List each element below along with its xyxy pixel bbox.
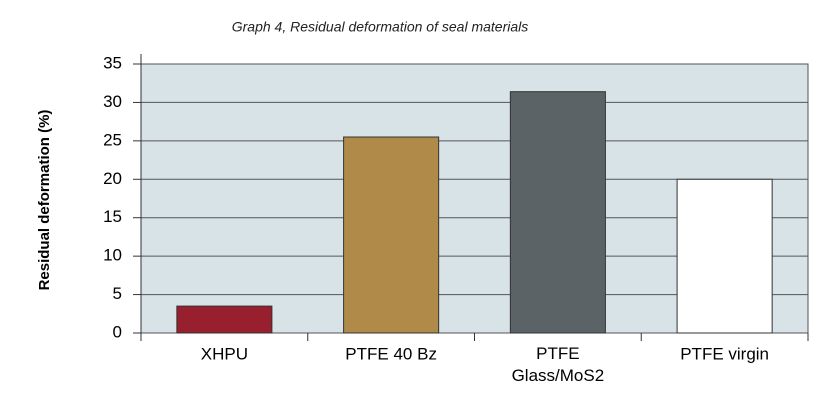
- bar: [509, 91, 606, 334]
- y-tick-label: 30: [103, 92, 122, 111]
- y-tick-label: 20: [103, 169, 122, 188]
- y-tick-label: 10: [103, 246, 122, 265]
- x-tick-label: PTFE 40 Bz: [345, 344, 437, 363]
- y-tick-label: 25: [103, 130, 122, 149]
- y-tick-label: 5: [113, 284, 122, 303]
- y-tick-label: 35: [103, 53, 122, 72]
- bar: [343, 136, 440, 334]
- x-tick-label: PTFE Glass/MoS2: [512, 344, 605, 385]
- y-axis-label: Residual deformation (%): [36, 110, 53, 291]
- x-tick-label: XHPU: [201, 344, 248, 363]
- bar: [676, 178, 773, 334]
- y-tick-label: 0: [113, 322, 122, 341]
- bar: [176, 305, 273, 334]
- x-tick-label: PTFE virgin: [680, 344, 769, 363]
- chart-title: Graph 4, Residual deformation of seal ma…: [232, 19, 528, 35]
- y-tick-label: 15: [103, 207, 122, 226]
